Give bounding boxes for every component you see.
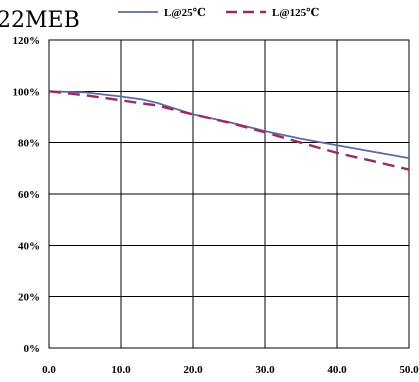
x-tick-label: 10.0	[111, 364, 131, 376]
y-tick-label: 60%	[18, 189, 40, 201]
y-axis-ticks: 0% 20% 40% 60% 80% 100% 120%	[13, 35, 41, 355]
x-tick-label: 30.0	[255, 364, 275, 376]
x-axis-ticks: 0.0 10.0 20.0 30.0 40.0 50.0	[42, 364, 419, 376]
series-line-1	[48, 90, 410, 159]
chart-title: 22MEB	[0, 8, 80, 33]
x-tick-label: 20.0	[183, 364, 203, 376]
legend: L@25℃ L@125℃	[118, 7, 319, 19]
legend-label-2: L@125℃	[272, 7, 319, 19]
x-tick-label: 0.0	[42, 364, 56, 376]
series-line-2	[48, 90, 410, 171]
legend-label-1: L@25℃	[164, 7, 206, 19]
x-tick-label: 50.0	[399, 364, 419, 376]
y-tick-label: 120%	[13, 35, 41, 47]
x-tick-label: 40.0	[327, 364, 347, 376]
y-tick-label: 0%	[24, 343, 41, 355]
y-tick-label: 80%	[18, 138, 40, 150]
y-tick-label: 100%	[13, 86, 41, 98]
y-tick-label: 40%	[18, 240, 40, 252]
grid-horizontal	[49, 90, 409, 298]
plot-frame	[48, 39, 410, 349]
series-layer	[48, 90, 410, 171]
y-tick-label: 20%	[18, 292, 40, 304]
